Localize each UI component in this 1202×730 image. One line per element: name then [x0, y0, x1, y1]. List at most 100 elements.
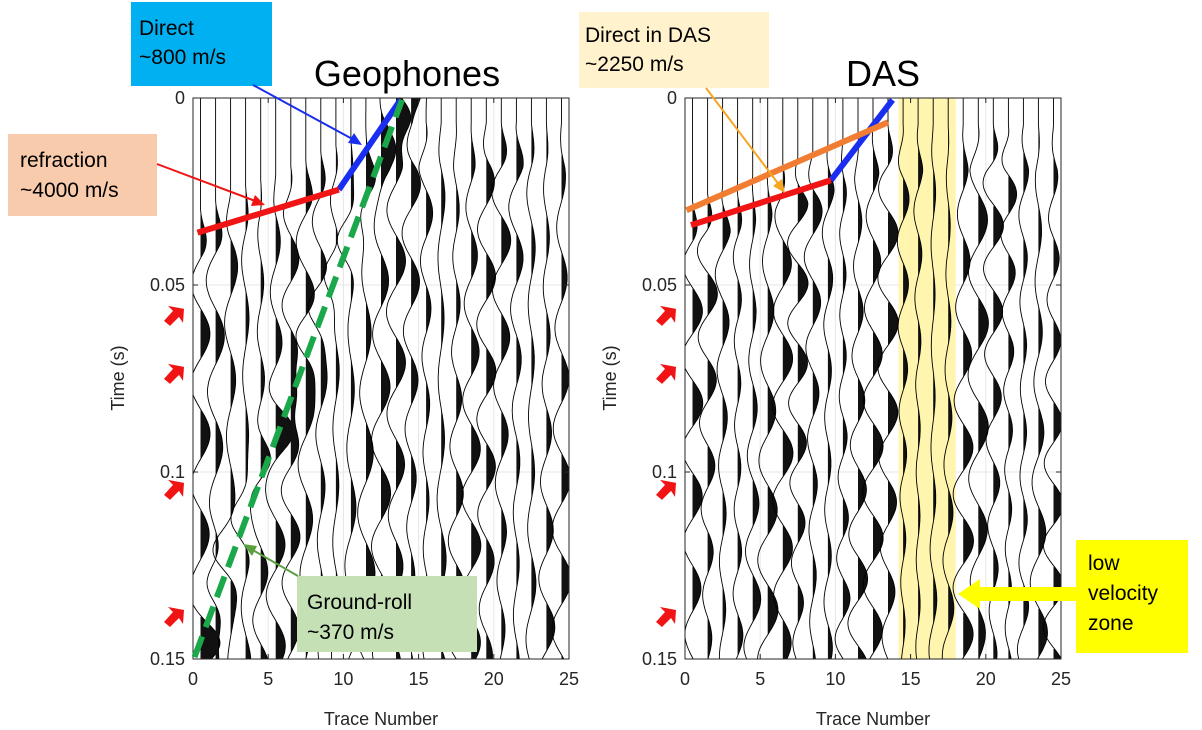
das-trace-fill-24	[1038, 126, 1048, 659]
geophones-trace-fill-4	[245, 188, 251, 659]
das-xtick-label-4: 20	[976, 669, 996, 689]
refraction-label-line1: refraction	[20, 149, 108, 172]
geophones-xlabel: Trace Number	[324, 709, 438, 729]
geophones-trace-fill-24	[546, 124, 555, 653]
geophones-trace-18	[446, 98, 466, 659]
das-xtick-label-1: 5	[755, 669, 765, 689]
low-velocity-zone-label-box	[1076, 540, 1188, 653]
geophones-xtick-label-5: 25	[559, 669, 579, 689]
refraction-pointer-head	[251, 195, 265, 206]
das-trace-fill-22	[1008, 126, 1017, 659]
ground-roll-pointer-head	[243, 544, 257, 556]
das-side-arrow-4	[656, 606, 676, 627]
geophones-trace-17	[434, 98, 447, 659]
geophones-trace-fill-14	[396, 98, 411, 659]
direct-in-das-pointer	[705, 87, 781, 187]
direct-label-box	[131, 2, 272, 86]
geophones-trace-fill-13	[381, 110, 396, 627]
geophones-trace-fill-17	[441, 170, 447, 659]
das-trace-4	[732, 98, 744, 659]
geophones-axes-frame	[192, 97, 570, 660]
das-trace-10	[821, 98, 835, 659]
das-trace-9	[803, 98, 823, 659]
direct-in-das-pointer-head	[773, 179, 785, 193]
direct-in-das-label-line2: ~2250 m/s	[585, 53, 684, 76]
das-trace-fill-4	[737, 196, 743, 657]
das-trace-16	[913, 98, 924, 659]
geophones-trace-4	[230, 98, 252, 659]
das-pick-direct-in-das	[685, 119, 890, 213]
das-trace-25	[1042, 98, 1061, 659]
geophones-trace-fill-6	[275, 216, 294, 659]
das-trace-20	[967, 98, 989, 659]
das-xtick-label-0: 0	[680, 669, 690, 689]
geophones-trace-23	[525, 98, 537, 659]
das-trace-fill-21	[993, 126, 1004, 659]
das-pick-refraction	[690, 177, 832, 229]
geophones-panel: 0 5 10 15 20 25 0 0.05 0.1 0.15 Geophones Trace N…	[8, 2, 579, 729]
direct-in-das-label-line1: Direct in DAS	[585, 24, 711, 47]
das-xtick-label-3: 15	[901, 669, 921, 689]
geophones-picks	[191, 98, 405, 659]
das-trace-1	[685, 98, 704, 659]
geophones-trace-fill-9	[320, 98, 328, 623]
low-velocity-zone-label-line2: velocity	[1088, 582, 1159, 605]
das-picks	[685, 98, 895, 229]
ground-roll-label-line1: Ground-roll	[307, 591, 412, 614]
refraction-label-box	[8, 134, 157, 216]
das-trace-12	[847, 98, 869, 659]
geophones-trace-fill-1	[200, 208, 220, 659]
geophones-trace-fill-18	[456, 124, 465, 659]
das-trace-fill-10	[827, 166, 835, 659]
geophones-trace-fill-5	[260, 180, 271, 659]
refraction-pointer	[156, 163, 259, 203]
das-ytick-label-1: 0.05	[642, 275, 677, 295]
geophones-xtick-label-1: 5	[263, 669, 273, 689]
das-trace-fill-8	[797, 184, 808, 625]
ground-roll-label-line2: ~370 m/s	[307, 621, 394, 644]
das-trace-5	[743, 98, 762, 659]
geophones-trace-fill-19	[471, 118, 481, 659]
geophones-trace-13	[371, 98, 397, 659]
geophones-trace-fill-3	[230, 240, 238, 638]
geophones-trace-2	[205, 98, 225, 659]
geophones-xtick-label-4: 20	[484, 669, 504, 689]
geophones-trace-fill-7	[290, 168, 300, 653]
geophones-ytick-label-1: 0.05	[150, 275, 185, 295]
geophones-pick-refraction	[196, 186, 340, 236]
geophones-trace-fill-25	[561, 152, 569, 659]
geophones-xtick-label-3: 15	[409, 669, 429, 689]
geophones-trace-22	[508, 98, 524, 659]
das-axes-frame	[684, 97, 1062, 660]
das-trace-14	[877, 98, 899, 659]
geophones-trace-fill-20	[486, 158, 496, 659]
das-xtick-label-2: 10	[825, 669, 845, 689]
geophones-trace-fill-8	[305, 140, 315, 659]
das-trace-fill-14	[888, 126, 899, 615]
direct-pointer-head	[348, 133, 362, 145]
geophones-side-arrow-4	[164, 606, 184, 627]
low-velocity-zone-band	[898, 98, 956, 659]
geophones-ticks: 0 5 10 15 20 25 0 0.05 0.1 0.15	[150, 88, 579, 689]
das-trace-fill-1	[692, 200, 703, 659]
das-trace-fill-7	[782, 164, 793, 659]
das-trace-fill-25	[1053, 156, 1061, 659]
das-trace-fill-2	[707, 194, 718, 659]
geophones-trace-fill-15	[411, 98, 421, 659]
das-ticks: 0 5 10 15 20 25 0 0.05 0.1 0.15	[642, 88, 1071, 689]
das-trace-fill-20	[978, 126, 989, 659]
das-trace-17	[928, 98, 938, 659]
das-trace-fill-23	[1023, 152, 1029, 629]
geophones-side-arrow-2	[164, 363, 184, 384]
geophones-trace-16	[418, 98, 434, 659]
geophones-ytick-label-2: 0.1	[160, 462, 185, 482]
das-pick-direct	[828, 98, 895, 183]
das-ytick-label-0: 0	[667, 88, 677, 108]
geophones-trace-fill-21	[501, 124, 511, 655]
das-trace-19	[952, 98, 974, 659]
geophones-xtick-label-0: 0	[188, 669, 198, 689]
das-trace-15	[896, 98, 910, 659]
das-trace-24	[1029, 98, 1048, 659]
das-trace-22	[1000, 98, 1018, 659]
das-trace-18	[941, 98, 955, 659]
